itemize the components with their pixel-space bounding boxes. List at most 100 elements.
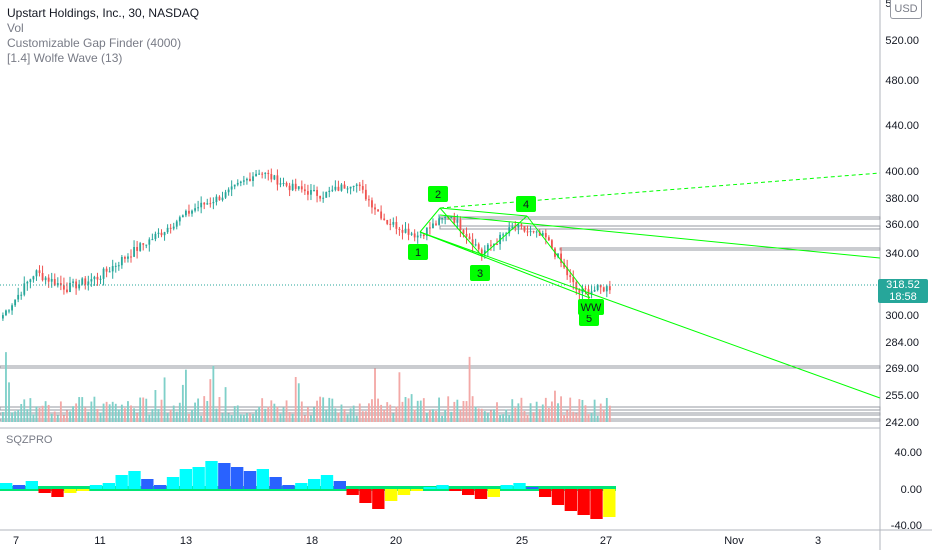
wolfe-line — [419, 231, 591, 299]
gap-zone — [559, 247, 881, 251]
candle-body — [108, 271, 111, 273]
wolfe-label-4: 4 — [516, 196, 536, 212]
candle-body — [468, 236, 471, 240]
volume-bar — [84, 407, 87, 422]
time-tick-label: 25 — [516, 535, 528, 547]
sqz-bar — [218, 463, 231, 489]
candle-body — [23, 283, 26, 295]
volume-bar — [151, 409, 154, 422]
sqz-bar — [256, 469, 269, 489]
currency-badge[interactable]: USD — [890, 0, 922, 19]
volume-bar — [422, 398, 425, 422]
wolfe-label-text: 4 — [523, 199, 529, 211]
volume-bar — [605, 397, 608, 422]
symbol-title[interactable]: Upstart Holdings, Inc., 30, NASDAQ — [7, 6, 200, 20]
volume-bar — [410, 394, 413, 422]
candle-body — [96, 276, 99, 280]
candle-body — [44, 277, 47, 281]
volume-bar — [514, 407, 517, 422]
wolfe-label-2: 2 — [428, 186, 448, 202]
volume-bar — [300, 401, 303, 422]
candle-body — [236, 182, 239, 185]
volume-bar — [273, 403, 276, 422]
candle-body — [453, 217, 456, 223]
volume-bar — [203, 396, 206, 422]
volume-bar — [483, 411, 486, 422]
volume-bar — [63, 415, 65, 422]
study-vol[interactable]: Vol — [7, 21, 24, 35]
sqz-bar — [359, 489, 372, 503]
study-wolfe-wave[interactable]: [1.4] Wolfe Wave (13) — [7, 51, 123, 65]
study-gap-finder[interactable]: Customizable Gap Finder (4000) — [7, 36, 182, 50]
volume-bar — [130, 405, 132, 422]
candle-body — [261, 173, 264, 175]
candle-body — [255, 173, 257, 177]
volume-bar — [520, 397, 523, 422]
volume-bar — [584, 405, 587, 422]
candle-body — [181, 215, 184, 218]
volume-bar — [32, 414, 35, 422]
candle-body — [544, 233, 547, 238]
candle-body — [276, 175, 279, 185]
volume-bar — [227, 413, 230, 422]
volume-bar — [331, 398, 334, 422]
gap-zone — [0, 418, 881, 422]
volume-bar — [377, 398, 379, 422]
volume-bar — [310, 415, 312, 422]
candle-body — [450, 217, 453, 219]
volume-bar — [38, 407, 41, 422]
indicator-title[interactable]: SQZPRO — [6, 434, 53, 446]
candle-body — [435, 223, 437, 225]
candle-body — [514, 226, 517, 228]
volume-bar — [206, 400, 209, 422]
sqz-bar — [551, 489, 565, 505]
candle-body — [172, 226, 175, 229]
sqz-bar — [308, 479, 321, 489]
volume-bar — [395, 406, 398, 422]
sqz-bar — [192, 467, 205, 489]
candle-body — [361, 186, 364, 190]
sqz-bar — [500, 485, 513, 489]
candle-body — [557, 253, 559, 257]
volume-bar — [541, 404, 544, 422]
candle-body — [175, 221, 178, 227]
volume-bar — [249, 413, 251, 422]
price-tick-label: 269.00 — [885, 363, 919, 375]
volume-bar — [355, 415, 358, 422]
wolfe-line — [481, 215, 528, 257]
candle-body — [124, 257, 126, 259]
volume-bar — [230, 414, 233, 422]
candle-body — [148, 239, 151, 245]
sqz-bar — [603, 489, 616, 517]
candle-body — [535, 231, 538, 233]
candle-body — [456, 219, 459, 223]
candle-body — [142, 243, 145, 245]
candle-body — [50, 278, 53, 282]
candle-body — [551, 240, 553, 249]
volume-bar — [50, 413, 53, 422]
candle-body — [352, 185, 355, 187]
volume-bar — [380, 404, 383, 422]
volume-bar — [566, 410, 569, 422]
candle-body — [66, 289, 68, 292]
volume-bar — [532, 412, 535, 422]
candle-body — [578, 289, 581, 293]
volume-bar — [407, 398, 410, 422]
sqz-bar — [513, 483, 526, 489]
volume-bar — [340, 404, 343, 422]
candle-body — [29, 279, 32, 282]
candle-body — [218, 196, 221, 201]
sqz-bar — [128, 471, 141, 489]
sqz-bar — [423, 487, 436, 489]
volume-bar — [181, 384, 184, 422]
volume-bar — [26, 409, 29, 422]
volume-bar — [127, 401, 129, 422]
candle-body — [11, 305, 13, 311]
candle-body — [517, 224, 520, 228]
candle-body — [602, 287, 605, 292]
candle-body — [191, 210, 193, 214]
volume-bar — [136, 413, 139, 422]
sqz-bar — [51, 489, 64, 497]
sqz-bar — [474, 489, 488, 499]
